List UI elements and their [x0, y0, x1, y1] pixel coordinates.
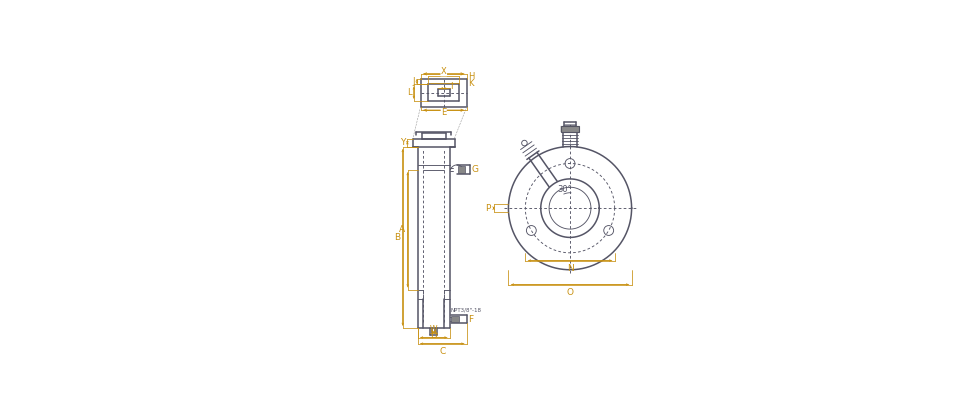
Text: B: B: [395, 233, 401, 242]
Text: C: C: [439, 347, 445, 356]
Text: X: X: [441, 67, 447, 76]
Text: H: H: [468, 72, 474, 81]
Text: O: O: [566, 288, 573, 297]
Bar: [562, 126, 578, 132]
Bar: [458, 166, 465, 173]
Text: D: D: [430, 331, 437, 340]
Text: N: N: [566, 264, 573, 273]
Text: A: A: [400, 225, 406, 234]
Text: E: E: [441, 108, 446, 118]
Text: P: P: [485, 204, 491, 213]
Text: L: L: [408, 88, 412, 97]
Bar: [451, 316, 460, 322]
Text: 30°: 30°: [557, 185, 572, 194]
Text: I: I: [451, 82, 453, 91]
Text: G: G: [471, 165, 478, 174]
Text: K: K: [468, 79, 473, 88]
Text: NPT3/8"-18: NPT3/8"-18: [451, 308, 482, 313]
Text: W: W: [430, 325, 437, 334]
Text: F: F: [468, 314, 473, 324]
Text: Y: Y: [400, 138, 406, 147]
Text: J: J: [413, 77, 416, 86]
